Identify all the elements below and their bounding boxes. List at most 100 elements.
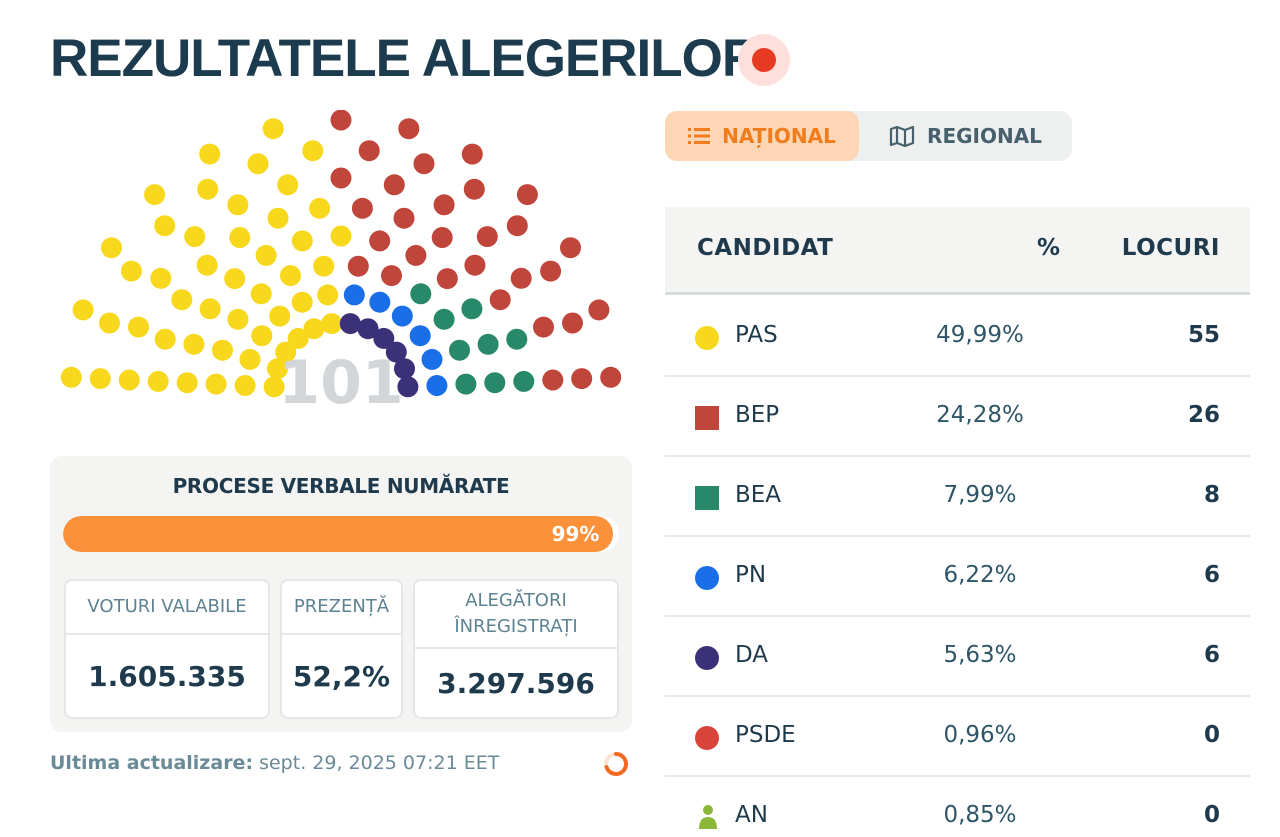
party-row-an[interactable]: AN 0,85% 0 <box>665 777 1250 837</box>
seat-dot <box>269 305 291 327</box>
seat-dot <box>275 341 297 363</box>
party-percent: 7,99% <box>943 482 1017 508</box>
header-percent: % <box>1037 235 1061 261</box>
seat-dot <box>461 298 483 320</box>
seat-dot <box>369 230 391 252</box>
party-row-psde[interactable]: PSDE 0,96% 0 <box>665 697 1250 777</box>
seat-dot <box>150 267 172 289</box>
party-percent: 5,63% <box>943 642 1017 668</box>
tab-regional[interactable]: REGIONAL <box>859 111 1072 161</box>
party-person-icon <box>699 805 717 829</box>
seat-dot <box>250 283 272 305</box>
registered-voters-card: ALEGĂTORI ÎNREGISTRAȚI 3.297.596 <box>413 579 619 719</box>
party-row-bep[interactable]: BEP 24,28% 26 <box>665 377 1250 457</box>
live-record-dot-icon <box>738 34 790 86</box>
party-seats: 55 <box>1187 322 1220 348</box>
party-color-swatch <box>695 566 719 590</box>
seat-dot <box>571 368 593 390</box>
seat-dot <box>229 227 251 248</box>
header-seats: LOCURI <box>1121 235 1220 261</box>
seat-dot <box>489 289 511 311</box>
seat-dot <box>394 358 415 380</box>
seat-dot <box>234 375 256 396</box>
seat-dot <box>405 244 427 266</box>
seat-dot <box>197 178 219 200</box>
party-percent: 24,28% <box>936 402 1024 428</box>
seat-dot <box>397 376 419 398</box>
seat-dot <box>291 230 313 252</box>
seat-dot <box>309 197 331 219</box>
party-seats: 0 <box>1203 722 1220 748</box>
seat-dot <box>99 312 120 334</box>
last-update-label: Ultima actualizare: <box>50 752 254 774</box>
seat-dot <box>357 318 379 340</box>
seat-dot <box>413 153 435 175</box>
seat-dot <box>247 153 269 175</box>
seat-dot <box>199 143 221 165</box>
valid-votes-card: VOTURI VALABILE 1.605.335 <box>64 579 270 719</box>
seat-dot <box>176 372 198 394</box>
seat-dot <box>101 237 122 259</box>
party-percent: 49,99% <box>936 322 1024 348</box>
seat-dot <box>433 194 455 216</box>
party-name: AN <box>735 802 768 828</box>
party-name: PN <box>735 562 767 588</box>
seat-dot <box>393 207 415 229</box>
seat-dot <box>476 226 498 248</box>
seat-dot <box>409 325 431 347</box>
party-color-swatch <box>695 326 719 350</box>
seat-dot <box>600 366 622 388</box>
valid-votes-value: 1.605.335 <box>88 659 246 693</box>
party-name: BEP <box>735 402 780 428</box>
seat-dot <box>484 372 506 394</box>
tab-national-label: NAȚIONAL <box>722 124 836 148</box>
seat-dot <box>436 268 458 290</box>
party-row-bea[interactable]: BEA 7,99% 8 <box>665 457 1250 537</box>
party-row-pas[interactable]: PAS 49,99% 55 <box>665 297 1250 377</box>
seat-dot <box>588 299 610 321</box>
seat-dot <box>398 118 420 140</box>
party-color-swatch <box>695 646 719 670</box>
seat-dot <box>262 118 284 140</box>
seat-dot <box>224 268 246 290</box>
seat-dot <box>287 327 309 349</box>
view-tabs: NAȚIONAL REGIONAL <box>665 111 1072 161</box>
party-name: BEA <box>735 482 782 508</box>
party-color-swatch <box>695 406 719 430</box>
party-seats: 8 <box>1203 482 1220 508</box>
seat-dot <box>562 312 583 334</box>
party-percent: 6,22% <box>943 562 1017 588</box>
hemicycle-chart: 101 <box>60 110 622 410</box>
seat-dot <box>277 174 299 196</box>
seat-dot <box>477 333 499 355</box>
seat-dot <box>280 265 301 287</box>
counted-reports-title: PROCESE VERBALE NUMĂRATE <box>172 474 510 498</box>
seat-dot <box>339 313 361 335</box>
seat-dot <box>72 299 94 321</box>
seat-dot <box>391 305 413 327</box>
seat-dot <box>227 308 249 330</box>
seat-dot <box>205 373 227 395</box>
map-icon <box>889 125 915 147</box>
seat-dot <box>317 284 339 306</box>
results-table: CANDIDAT % LOCURI PAS 49,99% 55 BEP 24,28% 26… <box>665 207 1250 837</box>
party-row-pn[interactable]: PN 6,22% 6 <box>665 537 1250 617</box>
seat-dot <box>227 194 249 216</box>
seat-dot <box>385 341 407 363</box>
refresh-spinner-icon[interactable] <box>603 751 629 777</box>
seat-dot <box>433 308 455 330</box>
seat-dot <box>267 207 289 229</box>
seat-dot <box>369 291 391 313</box>
turnout-label: PREZENȚĂ <box>282 581 401 635</box>
progress-fill: 99% <box>63 516 614 552</box>
seat-dot <box>431 227 453 248</box>
registered-voters-label-line1: ALEGĂTORI <box>465 590 567 611</box>
seat-dot <box>383 174 405 196</box>
seat-dot <box>212 339 233 361</box>
party-row-da[interactable]: DA 5,63% 6 <box>665 617 1250 697</box>
valid-votes-label: VOTURI VALABILE <box>66 581 268 635</box>
seat-dot <box>302 140 324 162</box>
seat-dot <box>542 369 564 391</box>
tab-national[interactable]: NAȚIONAL <box>665 111 859 161</box>
seat-dot <box>410 283 432 305</box>
